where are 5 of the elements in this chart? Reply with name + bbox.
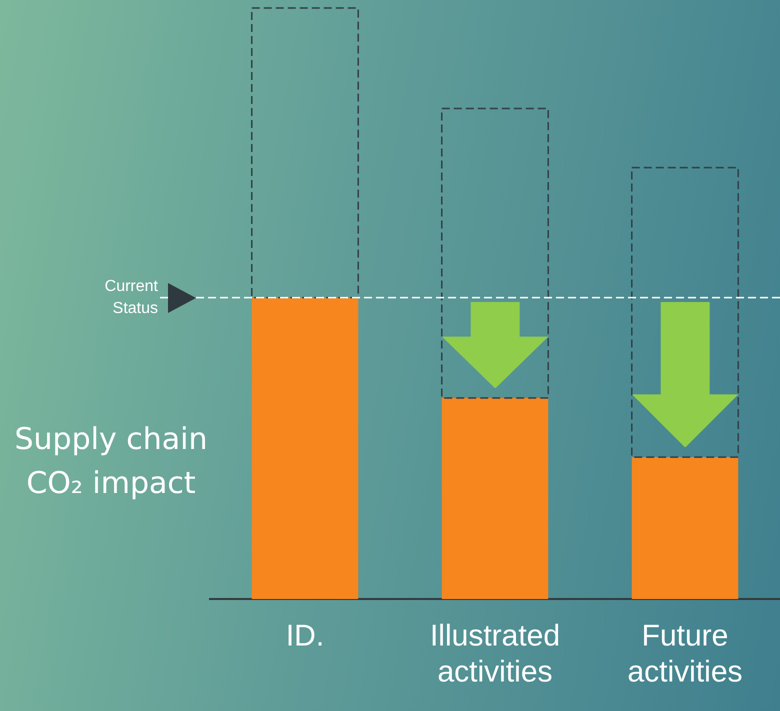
y-axis-title: Supply chain CO₂ impact: [13, 421, 208, 503]
x-tick-label: Future activities: [627, 619, 743, 688]
x-tick-label: ID.: [286, 619, 324, 652]
x-tick-label: Illustrated activities: [430, 619, 560, 688]
ref-line-label: Current Status: [104, 278, 159, 317]
